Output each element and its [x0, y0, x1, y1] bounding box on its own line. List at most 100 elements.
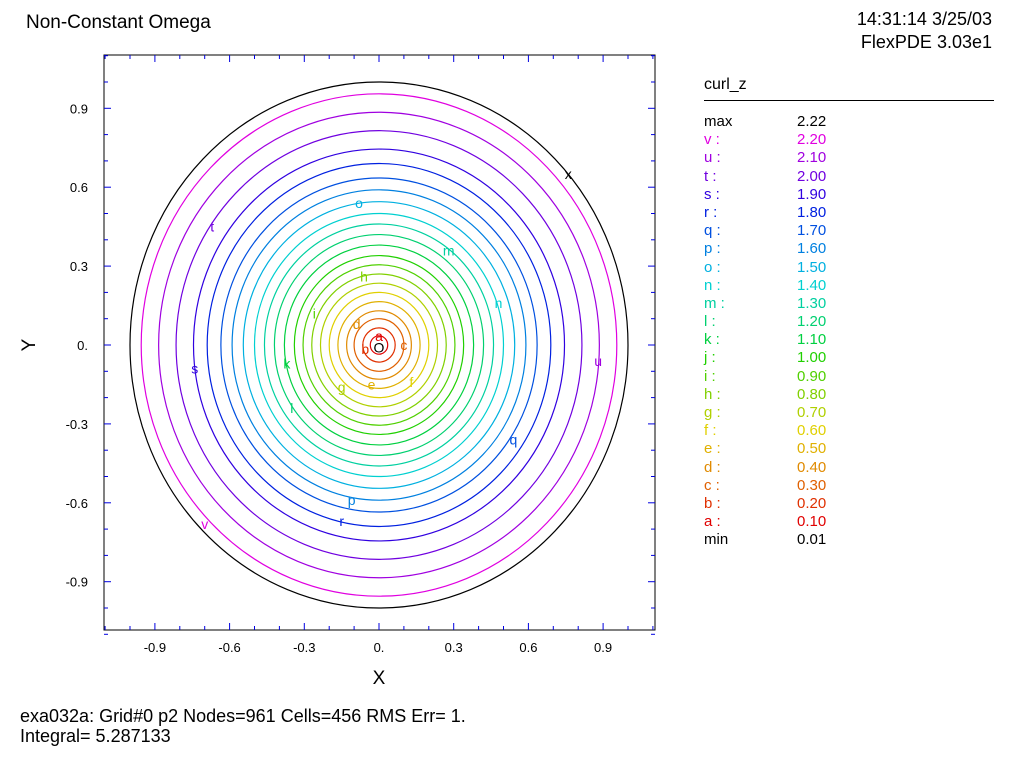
legend-key: p : — [704, 240, 721, 258]
contour-u — [158, 111, 600, 579]
contour-p — [231, 189, 527, 501]
contour-labels: ab c d e f g h i k l m n o p q r s t u v x O — [191, 166, 602, 532]
legend-value: 1.80 — [797, 203, 827, 221]
x-tick-label: -0.6 — [218, 640, 240, 655]
legend-row-m: m : 1.30 — [704, 295, 994, 313]
legend-value: 2.00 — [797, 167, 827, 185]
legend-row-l: l : 1.20 — [704, 313, 994, 331]
legend-key: q : — [704, 222, 721, 240]
legend-key: d : — [704, 458, 721, 476]
contour-label-e: e — [368, 376, 376, 392]
legend-max-value: 2.22 — [797, 113, 827, 130]
legend-key: u : — [704, 149, 721, 167]
plot-title: Non-Constant Omega — [26, 12, 211, 33]
legend-key: f : — [704, 422, 717, 440]
contour-s — [192, 148, 566, 542]
legend-key: v : — [704, 131, 720, 149]
contour-q — [220, 177, 538, 513]
contour-label-r: r — [339, 513, 344, 529]
contour-g — [319, 282, 439, 408]
contour-j — [293, 254, 465, 436]
x-tick-label: 0.3 — [445, 640, 463, 655]
y-tick-label: 0.6 — [70, 180, 88, 195]
contour-f — [328, 291, 430, 399]
legend-min-row: min 0.01 — [704, 531, 994, 549]
contour-label-v: v — [201, 516, 208, 532]
legend-row-o: o : 1.50 — [704, 259, 994, 277]
integral-info: Integral= 5.287133 — [20, 726, 171, 746]
legend-key: g : — [704, 404, 721, 421]
legend-max-row: max 2.22 — [704, 113, 994, 131]
legend-value: 2.20 — [797, 131, 827, 149]
contour-b — [362, 327, 396, 363]
legend-value: 1.10 — [797, 331, 827, 349]
legend-row-b: b : 0.20 — [704, 495, 994, 513]
legend-value: 1.30 — [797, 294, 827, 312]
contour-label-u: u — [594, 353, 602, 369]
contour-i — [302, 264, 456, 426]
legend-key: i : — [704, 367, 716, 385]
y-axis-label: Y — [19, 338, 40, 351]
contour-o — [242, 201, 516, 489]
frame-ticks — [104, 55, 655, 635]
contour-a — [369, 335, 389, 355]
contour-h — [311, 273, 447, 417]
contour-label-b: b — [361, 341, 369, 357]
legend-row-n: n : 1.40 — [704, 277, 994, 295]
legend-value: 1.00 — [797, 349, 827, 367]
legend-value: 1.20 — [797, 313, 827, 331]
legend-row-q: q : 1.70 — [704, 222, 994, 240]
x-tick-label: -0.3 — [293, 640, 315, 655]
legend-title: curl_z — [704, 76, 994, 101]
contour-label-s: s — [191, 361, 198, 377]
legend-row-i: i : 0.90 — [704, 368, 994, 386]
legend-value: 2.10 — [797, 149, 827, 167]
legend-row-a: a : 0.10 — [704, 513, 994, 531]
legend-row-f: f : 0.60 — [704, 422, 994, 440]
legend-value: 0.40 — [797, 458, 827, 476]
contour-c — [353, 318, 405, 372]
software-version: FlexPDE 3.03e1 — [860, 32, 992, 52]
legend-value: 0.10 — [797, 513, 827, 531]
contour-label-p: p — [348, 492, 356, 508]
legend-row-u: u : 2.10 — [704, 149, 994, 167]
legend-key: e : — [704, 440, 721, 458]
legend-row-h: h : 0.80 — [704, 386, 994, 404]
legend-row-e: e : 0.50 — [704, 440, 994, 458]
contour-legend: curl_z max 2.22 v :2.20 u :2.10 t :2.00 s :… — [704, 76, 994, 550]
legend-row-c: c : 0.30 — [704, 477, 994, 495]
legend-key: h : — [704, 385, 721, 403]
x-tick-label: 0.9 — [594, 640, 612, 655]
legend-row-r: r : 1.80 — [704, 204, 994, 222]
y-tick-label: 0.9 — [70, 101, 88, 116]
contour-lines — [129, 81, 629, 609]
legend-value: 1.60 — [797, 240, 827, 258]
contour-t — [175, 130, 583, 560]
contour-l — [273, 233, 485, 457]
contour-label-d: d — [353, 316, 361, 332]
contour-label-g: g — [338, 379, 346, 395]
legend-key: n : — [704, 276, 721, 294]
legend-key: r : — [704, 203, 718, 221]
contour-m — [263, 223, 495, 467]
contour-r — [206, 162, 552, 528]
legend-row-v: v : 2.20 — [704, 131, 994, 149]
legend-key: o : — [704, 258, 721, 276]
legend-key: b : — [704, 494, 721, 512]
contour-label-O: O — [374, 340, 385, 356]
y-tick-label: -0.9 — [66, 575, 88, 590]
timestamp: 14:31:14 3/25/03 — [856, 9, 992, 29]
grid-info: exa032a: Grid#0 p2 Nodes=961 Cells=456 R… — [20, 706, 466, 726]
legend-value: 0.60 — [797, 422, 827, 440]
contour-label-t: t — [210, 219, 214, 235]
contour-label-l: l — [290, 400, 293, 416]
contour-v — [140, 93, 618, 597]
legend-value: 0.80 — [797, 385, 827, 403]
contour-label-o: o — [355, 195, 363, 211]
legend-value: 1.40 — [797, 276, 827, 294]
legend-row-d: d : 0.40 — [704, 459, 994, 477]
legend-row-g: g : 0.70 — [704, 404, 994, 422]
axis-tick-labels: -0.9 -0.6 -0.3 0. 0.3 0.6 0.9 0.9 0.6 0.3 0. -0.3 -0… — [66, 101, 613, 655]
x-tick-label: 0.6 — [519, 640, 537, 655]
